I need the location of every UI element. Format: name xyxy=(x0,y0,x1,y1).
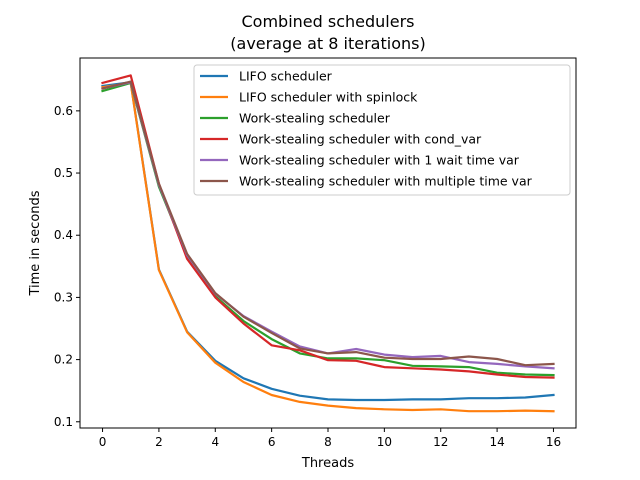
x-axis-label: Threads xyxy=(301,456,354,471)
series-line-6 xyxy=(101,80,555,367)
chart-subtitle: (average at 8 iterations) xyxy=(230,34,425,53)
legend-box xyxy=(193,64,571,196)
plot-area-frame xyxy=(79,57,577,429)
series-line-2 xyxy=(101,81,555,413)
y-tick-label: 0.1 xyxy=(54,415,73,429)
legend-entry: LIFO scheduler xyxy=(239,69,333,84)
y-axis-label: Time in seconds xyxy=(28,190,43,296)
plot-lines xyxy=(101,74,555,413)
x-tick-label: 14 xyxy=(489,435,504,449)
y-tick-label: 0.3 xyxy=(54,290,73,304)
legend-entry: LIFO scheduler with spinlock xyxy=(239,90,418,105)
y-tick-label: 0.5 xyxy=(54,166,73,180)
x-tick-label: 4 xyxy=(211,435,219,449)
x-tick-label: 12 xyxy=(433,435,448,449)
y-tick-label: 0.2 xyxy=(54,353,73,367)
legend-entry: Work-stealing scheduler with multiple ti… xyxy=(239,174,533,189)
axis-ticks: 0 2 4 6 8 10 12 14 16 0.1 0.2 0.3 0.4 0.5 0.6 xyxy=(54,104,561,449)
y-tick-label: 0.6 xyxy=(54,104,73,118)
legend-entry: Work-stealing scheduler with 1 wait time… xyxy=(239,153,520,168)
legend-entry: Work-stealing scheduler with cond_var xyxy=(239,132,482,147)
legend-entry: Work-stealing scheduler xyxy=(239,111,391,126)
y-tick-label: 0.4 xyxy=(54,228,73,242)
x-tick-label: 10 xyxy=(377,435,392,449)
x-tick-label: 8 xyxy=(324,435,332,449)
x-tick-label: 16 xyxy=(546,435,561,449)
x-tick-label: 2 xyxy=(155,435,163,449)
legend: LIFO scheduler LIFO scheduler with spinlo… xyxy=(193,64,571,196)
x-tick-label: 0 xyxy=(99,435,107,449)
chart-title: Combined schedulers xyxy=(242,12,415,31)
x-tick-label: 6 xyxy=(268,435,276,449)
